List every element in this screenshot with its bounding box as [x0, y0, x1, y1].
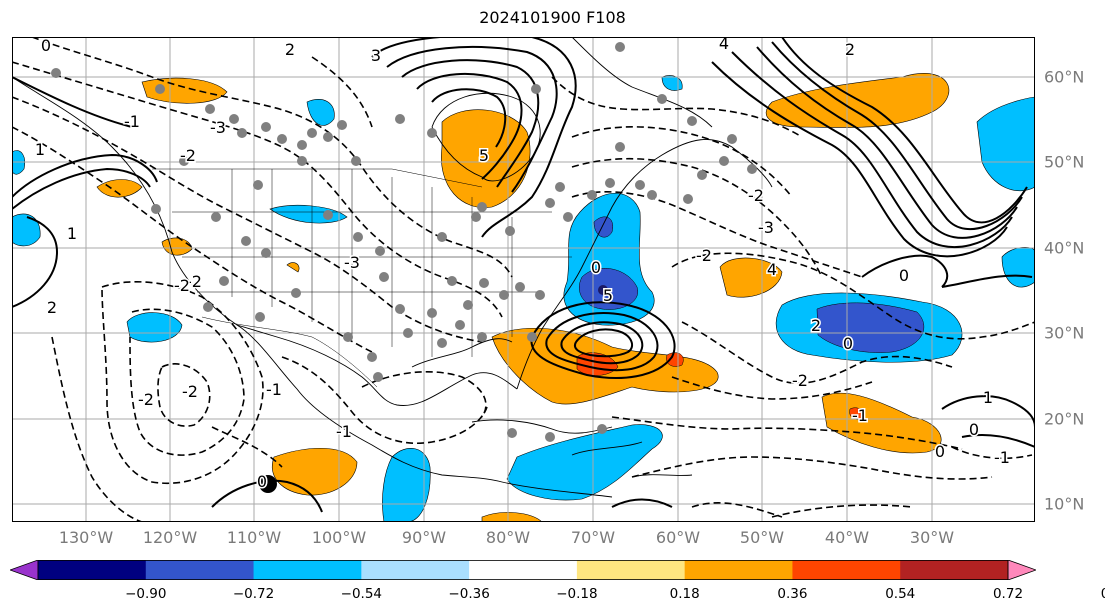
- colorbar-tick-label: 0.36: [777, 586, 808, 602]
- colorbar-segment: [361, 560, 470, 580]
- colorbar-tick-label: −0.36: [448, 586, 490, 602]
- contour-label: 1: [35, 140, 45, 159]
- colorbar-tick-label: 0.54: [885, 586, 916, 602]
- colorbar-extend-min: [10, 560, 39, 580]
- lon-label-60w: 60°W: [655, 528, 701, 547]
- colorbar-extend-max: [1007, 560, 1036, 580]
- colorbar-tick-label: 0.18: [669, 586, 700, 602]
- lon-label-90w: 90°W: [401, 528, 447, 547]
- contour-label: -2: [792, 371, 808, 390]
- contour-label: -2: [180, 146, 196, 165]
- contour-label: 4: [719, 37, 729, 53]
- graticule: [12, 37, 1035, 522]
- fill-pacific-positive: [96, 179, 143, 198]
- fill-caribbean-negative: [506, 424, 663, 501]
- lon-label-50w: 50°W: [739, 528, 785, 547]
- fill-gulf-positive: [719, 257, 783, 298]
- contour-label: -1: [124, 112, 140, 131]
- contour-label: 5: [479, 146, 489, 165]
- colorbar-segment: [576, 560, 686, 580]
- colorbar-tick-label: −0.18: [556, 586, 598, 602]
- contour-label: 0: [257, 472, 267, 491]
- lat-label-10n: 10°N: [1044, 494, 1085, 514]
- contour-label: 0: [935, 442, 945, 461]
- contour-label: -2: [696, 246, 712, 265]
- contour-label: -1: [336, 422, 352, 441]
- colorbar-segment: [684, 560, 793, 580]
- contour-label: -2: [174, 276, 190, 295]
- contour-label: 1: [67, 224, 77, 243]
- political-borders: [152, 168, 572, 388]
- lon-label-80w: 80°W: [485, 528, 531, 547]
- lat-label-40n: 40°N: [1044, 238, 1085, 258]
- contour-label: -2: [182, 382, 198, 401]
- contour-label: 2: [285, 40, 295, 59]
- colorbar-segment: [38, 560, 147, 580]
- colorbar: [10, 560, 1036, 580]
- colorbar-tick-label: −0.72: [232, 586, 275, 602]
- lon-label-120w: 120°W: [142, 528, 198, 547]
- contour-label: -1: [266, 380, 282, 399]
- contour-label: -2: [138, 390, 154, 409]
- contour-label: 2: [47, 298, 57, 317]
- colorbar-segment: [469, 560, 578, 580]
- colorbar-segment: [900, 560, 1009, 580]
- contour-label: 0: [899, 266, 909, 285]
- lon-label-70w: 70°W: [570, 528, 616, 547]
- contour-label: 0: [41, 37, 51, 55]
- contour-label: -3: [344, 253, 360, 272]
- contour-label: 0: [591, 258, 601, 277]
- fill-pacific-negative: [126, 312, 183, 343]
- strong-negative-fills: [578, 216, 925, 353]
- fill-labrador-negative: [661, 75, 683, 91]
- contour-labels: 0 2 345-1-2-312-2-3054-2-3-21-1-2-20-1020-…: [33, 37, 1011, 493]
- contour-label: 4: [767, 260, 777, 279]
- map-title: 2024101900 F108: [479, 8, 626, 27]
- contour-label: -3: [210, 118, 226, 137]
- lon-label-30w: 30°W: [909, 528, 955, 547]
- contour-label: -1: [852, 406, 868, 425]
- fill-westcoast-negative: [12, 213, 41, 247]
- lon-label-130w: 130°W: [58, 528, 114, 547]
- colorbar-segment: [253, 560, 362, 580]
- fill-canada-negative: [306, 99, 335, 126]
- colorbar-tick-label: −0.90: [125, 586, 167, 602]
- colorbar-tick-label: 0.72: [992, 586, 1024, 602]
- station-markers: [51, 42, 757, 442]
- fill-west-positive: [141, 77, 228, 104]
- contour-label: 5: [603, 286, 613, 305]
- contour-label: -2: [186, 272, 202, 291]
- lon-label-100w: 100°W: [311, 528, 367, 547]
- contour-label: 2: [811, 316, 821, 335]
- coastlines: [12, 37, 773, 498]
- contour-label: -3: [758, 218, 774, 237]
- colorbar-segment: [145, 560, 255, 580]
- lat-label-60n: 60°N: [1044, 67, 1085, 87]
- storm-marker: [259, 285, 608, 493]
- lat-label-50n: 50°N: [1044, 152, 1085, 172]
- contour-label: 0: [843, 334, 853, 353]
- lon-label-40w: 40°W: [824, 528, 870, 547]
- colorbar-segment: [792, 560, 901, 580]
- contour-label: 1: [983, 388, 993, 407]
- contour-label: 0: [969, 420, 979, 439]
- contours-dashed: [12, 37, 1035, 522]
- weather-map: 0 2 345-1-2-312-2-3054-2-3-21-1-2-20-1020-…: [12, 37, 1035, 522]
- contour-label: -1: [994, 448, 1010, 467]
- lat-label-20n: 20°N: [1044, 409, 1085, 429]
- colorbar-tick-label: 0.90: [1101, 586, 1105, 602]
- contour-label: 3: [371, 46, 381, 65]
- contour-label: 2: [845, 40, 855, 59]
- contour-label: -2: [748, 186, 764, 205]
- colorbar-tick-label: −0.54: [340, 586, 383, 602]
- lon-label-110w: 110°W: [226, 528, 282, 547]
- fill-farwest-negative: [976, 96, 1035, 192]
- lat-label-30n: 30°N: [1044, 323, 1085, 343]
- fill-small-positive: [286, 262, 300, 273]
